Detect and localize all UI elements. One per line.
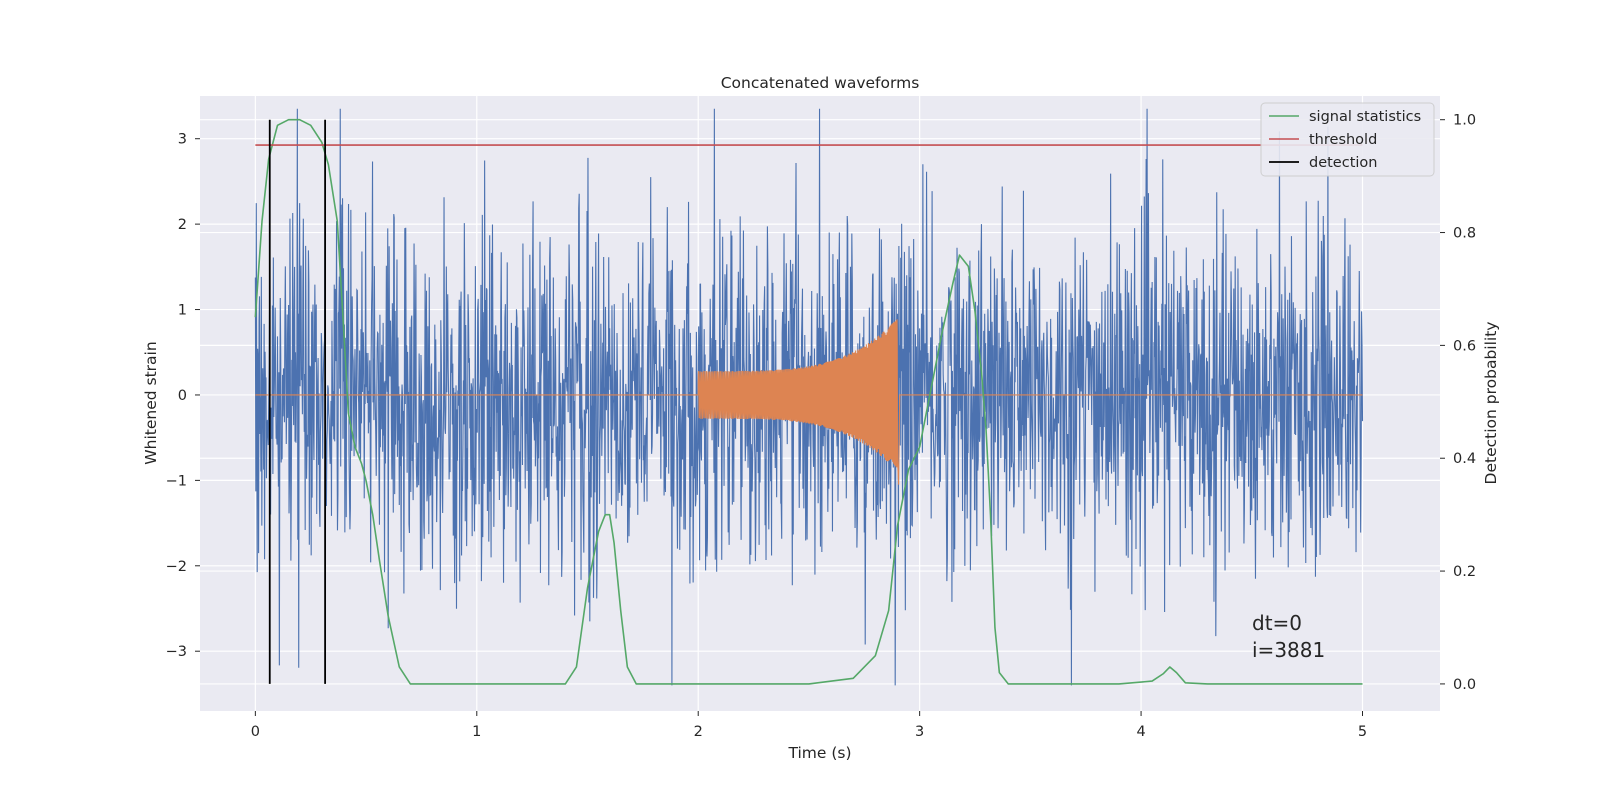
- series-whitened-strain: [254, 108, 1364, 686]
- y2-tick-label: 0.0: [1453, 677, 1476, 693]
- y2-tick-label: 0.8: [1453, 226, 1476, 242]
- annotation-dt: dt=0: [1252, 611, 1302, 635]
- y-axis-title: Whitened strain: [142, 341, 160, 464]
- legend-label-threshold: threshold: [1309, 132, 1377, 148]
- x-tick-label: 2: [694, 724, 703, 740]
- annotation-index: i=3881: [1252, 638, 1325, 662]
- y-tick-label: −3: [166, 644, 187, 660]
- x-tick-label: 3: [915, 724, 924, 740]
- y2-tick-label: 0.6: [1453, 338, 1476, 354]
- y-tick-label: 3: [178, 132, 187, 148]
- y-tick-label: 0: [178, 388, 187, 404]
- data-layer: [254, 108, 1364, 686]
- x-tick-label: 4: [1136, 724, 1145, 740]
- y-tick-label: 2: [178, 217, 187, 233]
- y-tick-label: −2: [166, 559, 187, 575]
- y2-axis-title: Detection probability: [1482, 322, 1500, 485]
- axis-ticks: 0 1 2 3 4 5 −3 −2 −1 0 1 2 3 0.0 0.2 0.4 0.6 0.8 1.0: [166, 113, 1476, 740]
- y2-tick-label: 0.2: [1453, 564, 1476, 580]
- series-injected-waveform: [255, 319, 1363, 485]
- legend-label-signal-statistics: signal statistics: [1309, 109, 1421, 125]
- y2-tick-label: 0.4: [1453, 451, 1476, 467]
- y-tick-label: −1: [166, 473, 187, 489]
- y2-tick-label: 1.0: [1453, 113, 1476, 129]
- legend-box: [1260, 102, 1435, 177]
- x-axis-title: Time (s): [787, 744, 851, 762]
- series-signal-statistics: [254, 118, 1363, 685]
- legend-label-detection: detection: [1309, 155, 1377, 171]
- chart-title: Concatenated waveforms: [721, 74, 920, 92]
- x-tick-label: 0: [251, 724, 260, 740]
- x-tick-label: 5: [1358, 724, 1367, 740]
- legend: signal statistics threshold detection: [1260, 102, 1435, 177]
- y-tick-label: 1: [178, 303, 187, 319]
- x-tick-label: 1: [472, 724, 481, 740]
